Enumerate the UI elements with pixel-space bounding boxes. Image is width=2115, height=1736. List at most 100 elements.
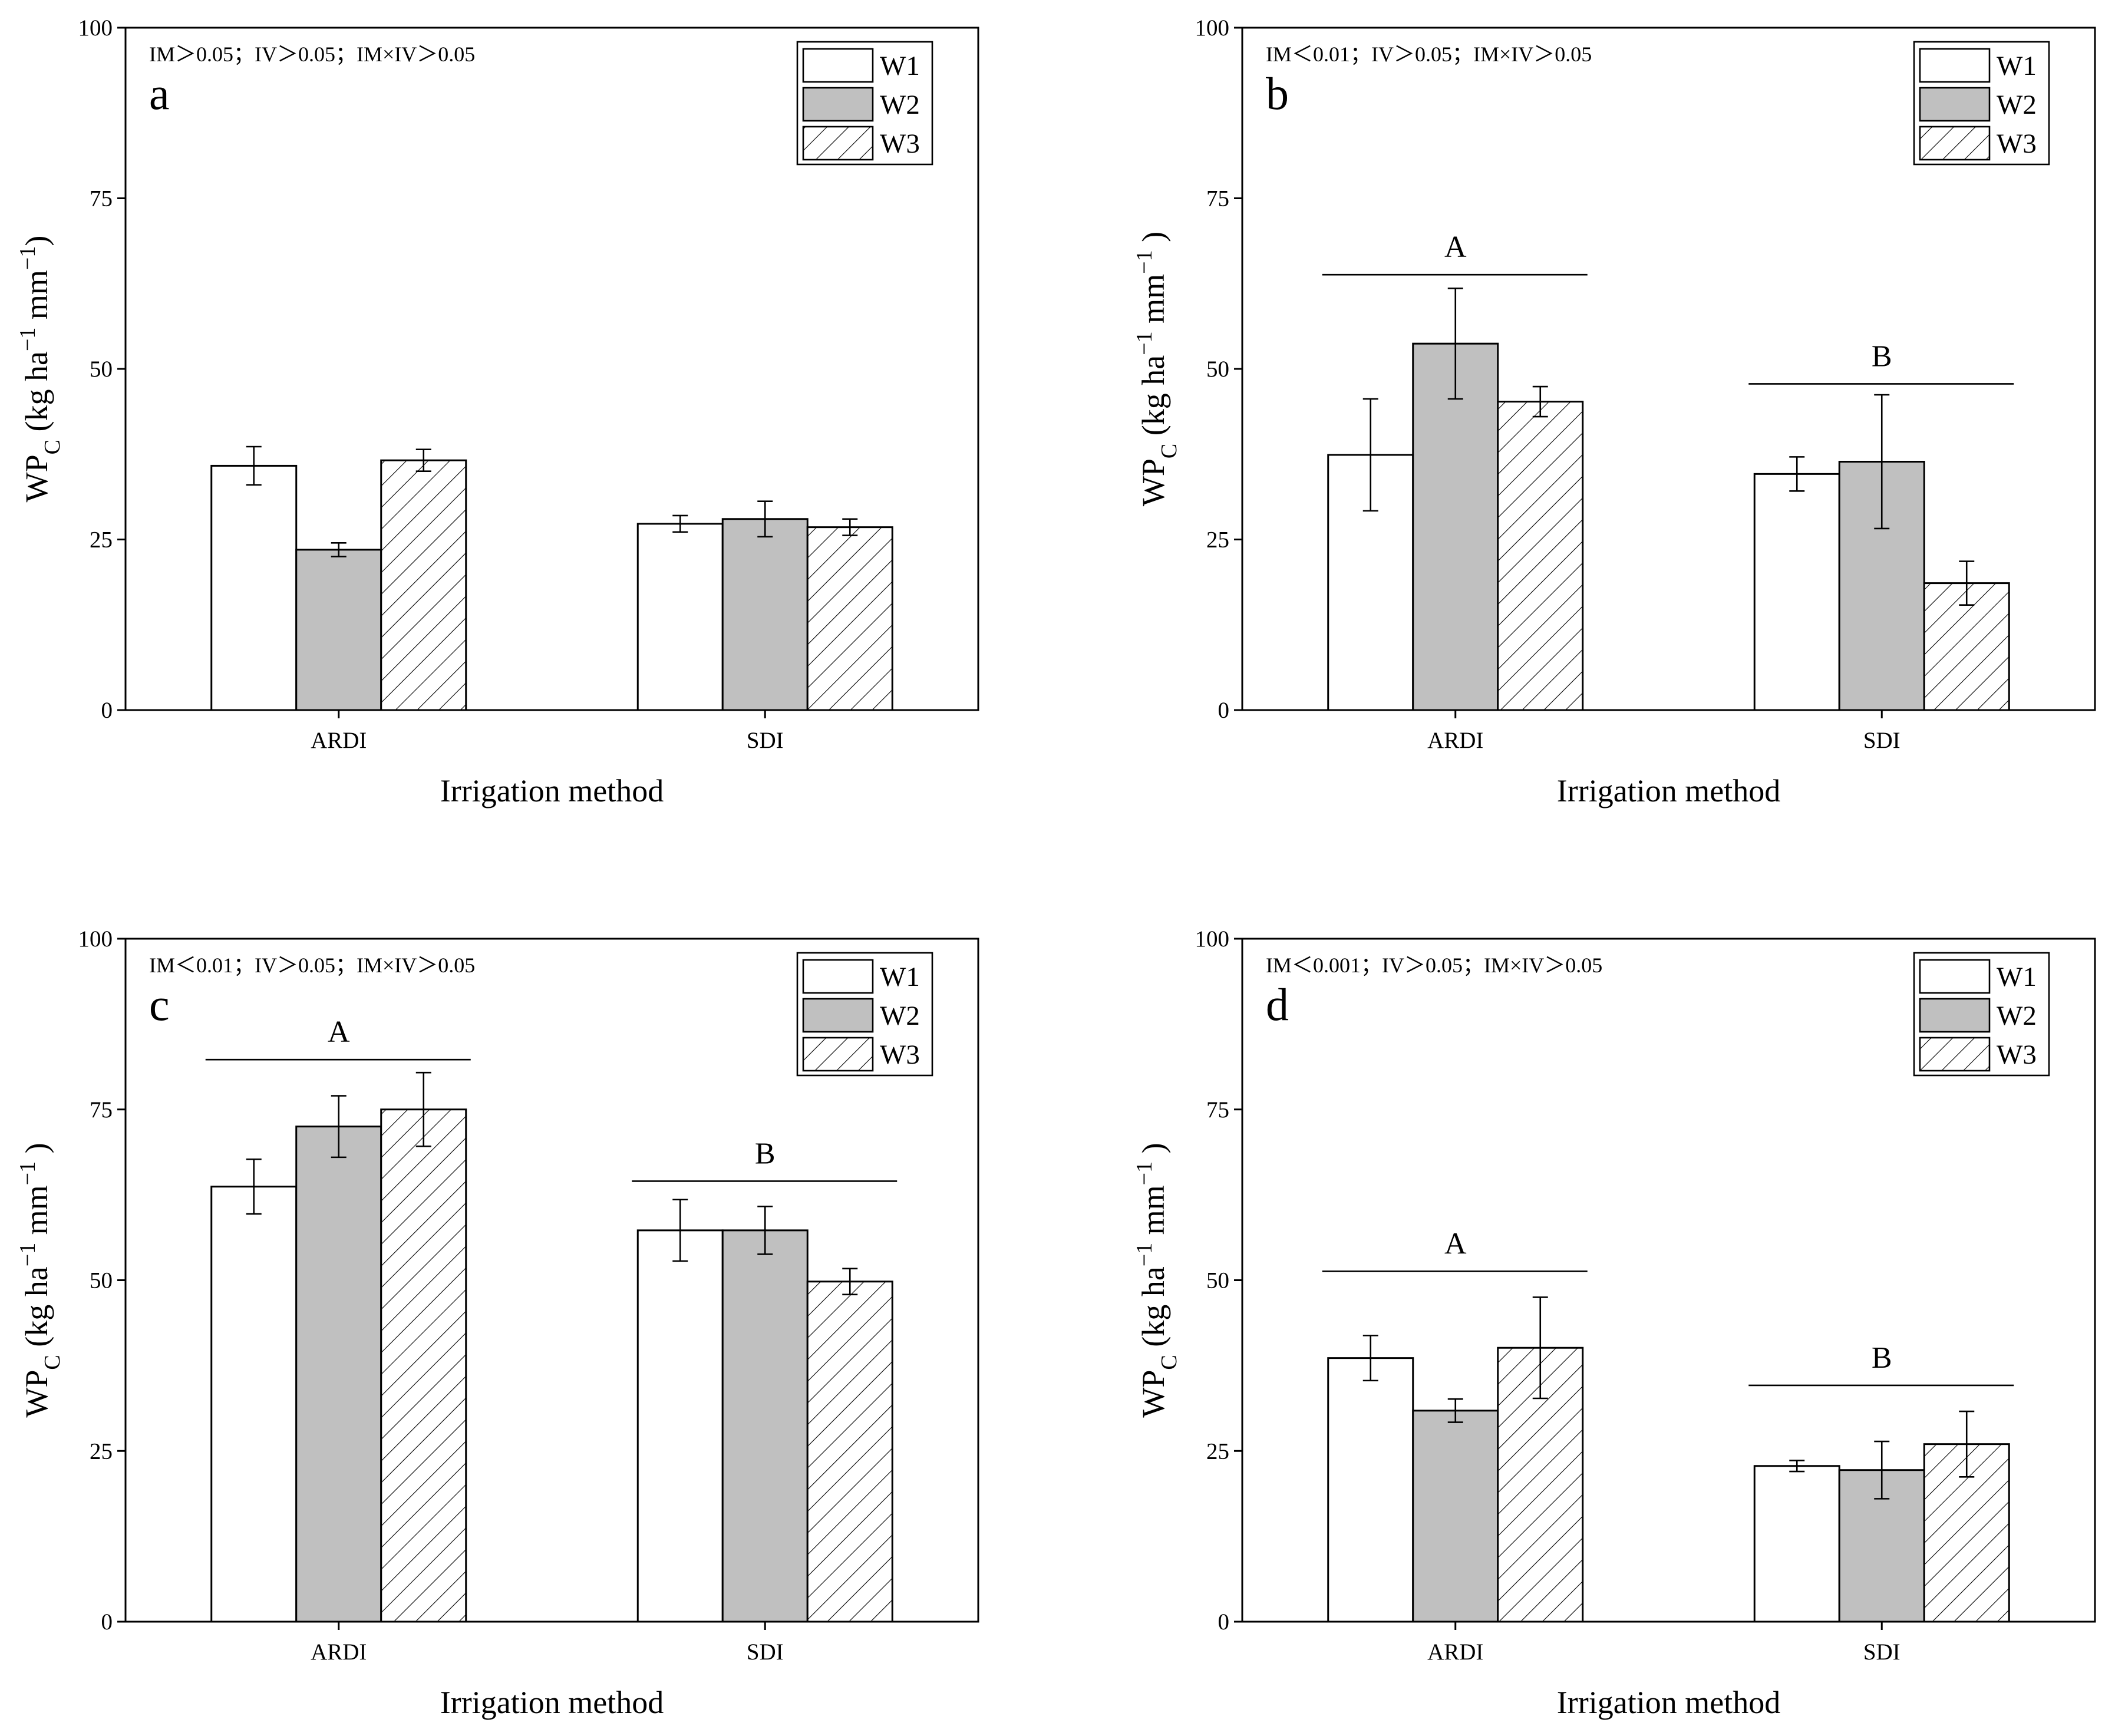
panel-letter: b (1266, 68, 1289, 119)
legend-label-w1: W1 (880, 962, 920, 992)
error-bar-sdi-w1 (672, 1199, 688, 1262)
error-bar-ardi-w2 (331, 542, 347, 557)
legend-label-w1: W1 (1997, 962, 2037, 992)
bar-ardi-w1 (210, 464, 298, 711)
legend-swatch-w2 (802, 87, 874, 122)
legend-swatch-w2 (1919, 998, 1991, 1033)
x-tick-label-sdi: SDI (747, 728, 784, 753)
legend-label-w2: W2 (880, 90, 920, 120)
y-tick-label: 100 (78, 926, 113, 952)
x-tick-label-ardi: ARDI (1427, 728, 1483, 753)
error-bar-sdi-w2 (1874, 394, 1890, 530)
error-bar-ardi-w3 (1532, 1296, 1548, 1400)
bar-ardi-w2 (1412, 342, 1499, 711)
y-tick-label: 50 (1206, 1268, 1229, 1293)
y-axis-title: WPC (kg ha−1 mm−1 ) (1132, 232, 1182, 506)
significance-letter-sdi: B (1872, 1341, 1892, 1375)
bar-sdi-w3 (806, 526, 893, 711)
y-tick-label: 75 (90, 186, 113, 212)
error-bar-ardi-w2 (1447, 1398, 1463, 1423)
y-axis-title: WPC (kg ha−1 mm−1 ) (15, 1143, 65, 1417)
legend: W1 W2 W3 (1913, 952, 2050, 1077)
significance-letter-ardi: A (1444, 230, 1467, 264)
bar-sdi-w1 (1753, 1465, 1840, 1623)
significance-letter-ardi: A (328, 1015, 350, 1049)
panel-letter: c (149, 979, 170, 1030)
error-bar-sdi-w1 (672, 514, 688, 533)
bar-sdi-w1 (1753, 473, 1840, 711)
y-tick-label: 25 (90, 1438, 113, 1464)
legend-label-w3: W3 (880, 1039, 920, 1070)
y-tick-label: 100 (1195, 15, 1230, 41)
bar-ardi-w3 (380, 1108, 467, 1623)
bar-sdi-w2 (721, 1229, 809, 1623)
y-axis-title: WPC (kg ha−1 mm−1 ) (1132, 1143, 1182, 1417)
x-tick-label-ardi: ARDI (311, 728, 367, 753)
y-tick-label: 0 (1218, 1609, 1230, 1635)
legend: W1 W2 W3 (1913, 41, 2050, 166)
stats-annotation: IM＜0.01；IV＞0.05；IM×IV＞0.05 (149, 953, 475, 977)
y-tick-label: 50 (90, 357, 113, 382)
error-bar-ardi-w2 (1447, 288, 1463, 400)
significance-letter-sdi: B (755, 1137, 776, 1170)
y-tick-label: 25 (90, 527, 113, 553)
legend-swatch-w3 (802, 1037, 874, 1072)
x-tick-label-ardi: ARDI (1427, 1639, 1483, 1665)
legend-label-w2: W2 (880, 1001, 920, 1031)
y-tick-label: 0 (101, 1609, 113, 1635)
chart-panel-b: 0 25 50 75 100 ARDI SDI A B IM＜0.01；IV＞0.05；IM×IV… (1132, 15, 2096, 808)
x-axis-title: Irrigation method (1557, 1685, 1780, 1720)
y-tick-label: 0 (1218, 698, 1230, 723)
legend-swatch-w2 (1919, 87, 1991, 122)
x-tick-label-sdi: SDI (747, 1639, 784, 1665)
error-bar-ardi-w3 (415, 448, 431, 473)
legend-swatch-w3 (1919, 126, 1991, 161)
error-bar-ardi-w2 (331, 1095, 347, 1159)
bar-sdi-w2 (721, 518, 809, 711)
bar-ardi-w2 (295, 549, 382, 711)
legend-swatch-w2 (802, 998, 874, 1033)
y-tick-label: 25 (1206, 527, 1229, 553)
legend-label-w2: W2 (1997, 1001, 2037, 1031)
chart-panel-d: 0 25 50 75 100 ARDI SDI A B IM＜0.001；IV＞0.05；IM×I… (1132, 926, 2096, 1720)
legend: W1 W2 W3 (796, 41, 933, 166)
chart-panel-a: 0 25 50 75 100 ARDI SDI IM＞0.05；IV＞0.05；IM×IV＞0… (15, 15, 979, 808)
bar-ardi-w1 (210, 1186, 298, 1623)
stats-annotation: IM＞0.05；IV＞0.05；IM×IV＞0.05 (149, 42, 475, 66)
x-tick-label-ardi: ARDI (311, 1639, 367, 1665)
y-tick-label: 50 (1206, 357, 1229, 382)
error-bar-sdi-w3 (842, 518, 858, 536)
error-bar-ardi-w1 (246, 1159, 262, 1215)
legend: W1 W2 W3 (796, 952, 933, 1077)
error-bar-ardi-w3 (415, 1071, 431, 1147)
error-bar-sdi-w3 (842, 1268, 858, 1296)
legend-swatch-w3 (1919, 1037, 1991, 1072)
x-tick-label-sdi: SDI (1863, 1639, 1900, 1665)
y-tick-label: 75 (1206, 186, 1229, 212)
x-axis-title: Irrigation method (1557, 773, 1780, 808)
bar-sdi-w3 (806, 1280, 893, 1623)
bar-ardi-w3 (380, 459, 467, 711)
legend-swatch-w3 (802, 126, 874, 161)
y-tick-label: 100 (1195, 926, 1230, 952)
stats-annotation: IM＜0.01；IV＞0.05；IM×IV＞0.05 (1266, 42, 1592, 66)
legend-label-w3: W3 (880, 128, 920, 159)
y-tick-label: 0 (101, 698, 113, 723)
legend-label-w1: W1 (880, 51, 920, 81)
bar-ardi-w2 (1412, 1410, 1499, 1623)
legend-label-w3: W3 (1997, 1039, 2037, 1070)
error-bar-ardi-w1 (1362, 1335, 1378, 1382)
x-axis-title: Irrigation method (440, 1685, 664, 1720)
bar-ardi-w2 (295, 1126, 382, 1623)
bar-sdi-w1 (636, 1229, 724, 1623)
error-bar-ardi-w1 (246, 445, 262, 486)
error-bar-sdi-w3 (1959, 560, 1975, 606)
y-tick-label: 75 (1206, 1097, 1229, 1123)
panel-letter: a (149, 68, 170, 119)
legend-swatch-w1 (802, 959, 874, 994)
legend-swatch-w1 (802, 48, 874, 83)
chart-panel-c: 0 25 50 75 100 ARDI SDI A B IM＜0.01；IV＞0.05；IM×IV… (15, 926, 979, 1720)
error-bar-ardi-w1 (1362, 398, 1378, 512)
y-tick-label: 25 (1206, 1438, 1229, 1464)
legend-swatch-w1 (1919, 48, 1991, 83)
